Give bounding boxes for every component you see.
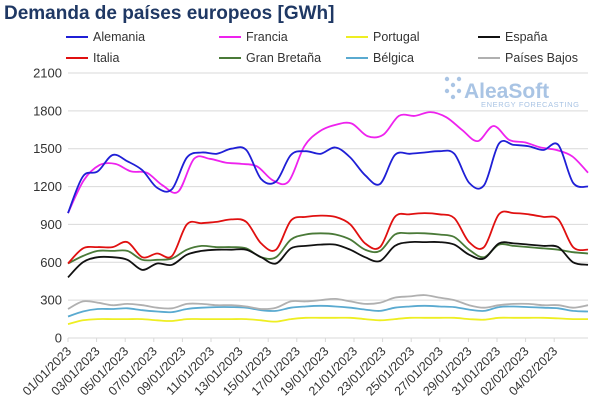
legend-label: Bélgica <box>373 51 414 65</box>
y-tick-label: 300 <box>40 293 62 308</box>
y-tick-label: 600 <box>40 255 62 270</box>
y-tick-label: 2100 <box>33 66 62 81</box>
page-title: Demanda de países europeos [GWh] <box>4 3 335 24</box>
logo-name: AleaSoft <box>464 80 549 103</box>
chart-legend: Alemania Francia Portugal España Italia Gran … <box>66 30 578 65</box>
legend-label: España <box>505 30 547 44</box>
series-line-b-lgica <box>67 304 589 318</box>
series-line-gran-breta-a <box>67 231 589 265</box>
legend-label: Italia <box>93 51 119 65</box>
series-line-portugal <box>67 316 589 325</box>
y-axis-ticks: 0 300 600 900 1200 1500 1800 2100 <box>33 66 62 346</box>
series-line-italia <box>67 210 589 265</box>
legend-label: Alemania <box>93 30 145 44</box>
legend-label: Gran Bretaña <box>246 51 321 65</box>
x-axis-ticks: 01/01/202303/01/202305/01/202307/01/2023… <box>20 338 560 398</box>
legend-label: Portugal <box>373 30 420 44</box>
legend-label: Francia <box>246 30 288 44</box>
y-tick-label: 0 <box>55 331 62 346</box>
y-tick-label: 900 <box>40 217 62 232</box>
series-line-alemania <box>67 140 589 214</box>
logo-tagline: ENERGY FORECASTING <box>481 100 580 109</box>
logo-icon <box>444 76 462 100</box>
series-line-pa-ses-bajos <box>67 294 589 310</box>
series-line-francia <box>67 111 589 214</box>
y-tick-label: 1800 <box>33 103 62 118</box>
y-tick-label: 1200 <box>33 179 62 194</box>
chart-grid <box>68 72 588 339</box>
chart-series <box>67 111 589 325</box>
legend-label: Países Bajos <box>505 51 578 65</box>
y-tick-label: 1500 <box>33 141 62 156</box>
aleasoft-logo: AleaSoft ENERGY FORECASTING <box>444 76 580 109</box>
series-line-espa-a <box>67 240 589 279</box>
